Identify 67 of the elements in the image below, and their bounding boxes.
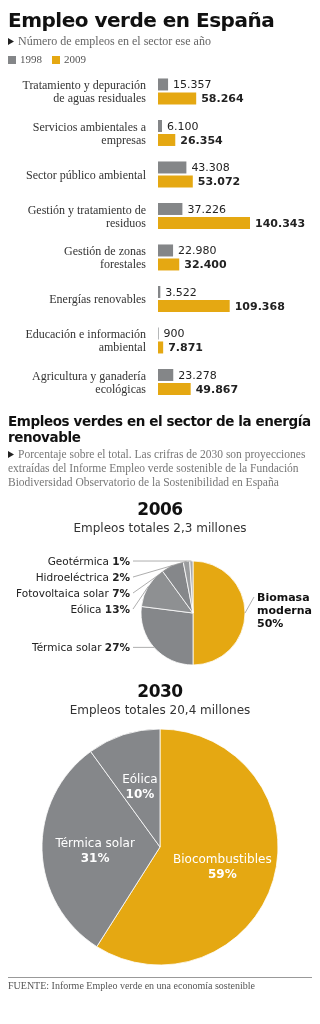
slice-label: Biomasa moderna xyxy=(257,591,313,618)
legend-label: 2009 xyxy=(64,53,86,65)
chart-subtitle: Empleos totales 2,3 millones xyxy=(72,521,248,536)
slice-label: Térmica solar xyxy=(54,836,135,851)
bar xyxy=(158,133,176,146)
data-label: 26.354 xyxy=(180,133,224,147)
data-label: 900 xyxy=(163,327,185,341)
data-label: 7.871 xyxy=(168,341,203,355)
chart-title: 2030 xyxy=(136,681,184,702)
y-tick-label: Tratamiento y depuración de aguas residuales xyxy=(22,78,147,106)
data-label: 140.343 xyxy=(255,216,306,230)
bar xyxy=(158,92,197,105)
data-label: 1% xyxy=(112,555,131,568)
bar xyxy=(158,258,180,271)
text: Empleos verdes en el sector de la energía renovable xyxy=(8,413,312,445)
y-tick-label: Gestión de zonas forestales xyxy=(64,244,147,272)
chart-title: Empleo verde en España xyxy=(8,8,276,32)
bar xyxy=(158,119,162,132)
bar xyxy=(158,161,187,174)
bar xyxy=(158,244,174,257)
data-label: 50% xyxy=(257,617,284,631)
data-label: 10% xyxy=(125,787,155,802)
data-label: 22.980 xyxy=(178,244,217,258)
data-label: 37.226 xyxy=(187,202,226,216)
slice-label: Geotérmica xyxy=(47,555,109,568)
data-label: 15.357 xyxy=(173,78,212,92)
bar xyxy=(158,175,193,188)
chart-title: 2006 xyxy=(136,499,184,520)
slice-label: Eólica xyxy=(122,772,158,787)
data-label: 13% xyxy=(104,603,131,616)
legend-label: 1998 xyxy=(20,53,42,65)
bar xyxy=(158,78,169,91)
chart-subtitle: Número de empleos en el sector ese año xyxy=(17,34,212,49)
data-label: 32.400 xyxy=(184,258,228,272)
data-label: 49.867 xyxy=(195,382,239,396)
data-label: 23.278 xyxy=(178,368,217,382)
data-label: 3.522 xyxy=(165,285,197,299)
bar xyxy=(158,299,230,312)
y-tick-label: Educación e información ambiental xyxy=(25,327,147,355)
slice-label: Fotovoltaica solar xyxy=(16,587,109,600)
bar xyxy=(158,216,250,229)
bar xyxy=(158,368,174,381)
data-label: 59% xyxy=(207,867,237,882)
data-label: 109.368 xyxy=(234,299,285,313)
slice-label: Eólica xyxy=(70,603,102,616)
data-label: 53.072 xyxy=(197,175,241,189)
slice-label: Hidroeléctrica xyxy=(35,571,109,584)
data-label: 2% xyxy=(112,571,131,584)
y-tick-label: Sector público ambiental xyxy=(26,167,147,182)
text: Porcentaje sobre el total. Las crifras de 2030 son proyecciones extraídas del Informe Empleo verde sostenible de la Fundación Biodiversidad Observatorio de la Sostenibilidad en España xyxy=(8,448,307,490)
y-tick-label: Agricultura y ganadería ecológicas xyxy=(32,368,147,396)
y-tick-label: Energías renovables xyxy=(49,292,147,307)
bar xyxy=(158,202,183,215)
data-label: 31% xyxy=(80,851,110,866)
source-note: FUENTE: Informe Empleo verde en una economía sostenible xyxy=(8,977,312,992)
y-tick-label: Gestión y tratamiento de residuos xyxy=(27,202,147,230)
bar xyxy=(158,341,164,354)
data-label: 27% xyxy=(104,641,131,654)
data-label: 7% xyxy=(112,587,131,600)
data-label: 58.264 xyxy=(201,92,244,106)
bar xyxy=(158,382,191,395)
chart-subtitle: Empleos totales 20,4 millones xyxy=(68,703,252,718)
data-label: 43.308 xyxy=(191,161,230,175)
data-label: 6.100 xyxy=(167,119,199,133)
y-tick-label: Servicios ambientales a empresas xyxy=(32,119,147,147)
slice-label: Térmica solar xyxy=(32,641,102,654)
slice-label: Biocombustibles xyxy=(173,852,272,867)
